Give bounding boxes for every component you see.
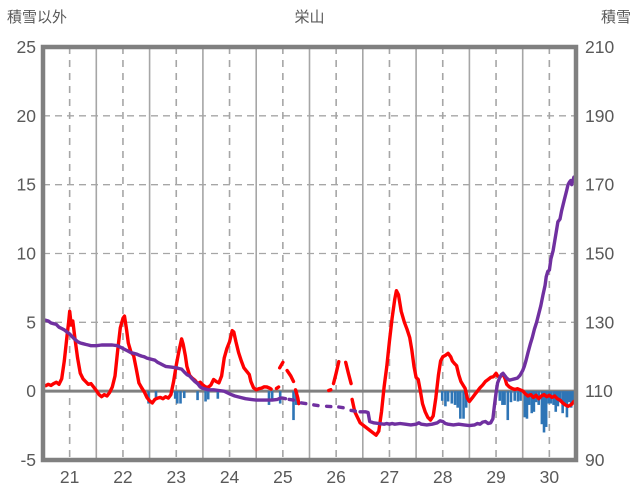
precip-bar [182,391,186,399]
precip-bar [462,391,465,419]
red-line-series [41,289,578,437]
precip-bar [440,391,444,401]
precip-bar [459,391,462,419]
red-line-segment [350,289,578,437]
plot-frame [40,44,579,463]
purple-line-segment [41,317,288,402]
x-axis-tick: 26 [326,467,345,487]
precip-bar [532,391,536,412]
precip-bar [292,391,295,421]
precip-bar [544,391,548,427]
red-line-segment [327,388,333,393]
right-axis-tick: 110 [585,381,613,401]
precip-bar [176,391,179,404]
precip-bar [204,391,207,402]
purple-line-segment [358,175,578,428]
precip-bar [501,391,504,405]
right-axis-tick: 150 [585,244,614,264]
precip-bar [525,391,529,419]
precip-bar [563,391,567,404]
x-axis-tick: 29 [486,467,505,487]
left-axis-tick: 5 [26,312,36,332]
purple-line-segment [287,397,296,402]
precip-bar [567,391,571,403]
precip-bar [519,391,522,401]
precip-bar [173,391,177,399]
purple-line-segment [312,403,320,408]
precip-bar [509,391,513,403]
right-axis-tick: 90 [585,450,605,470]
purple-line-segment [337,405,345,410]
left-axis-title: 積雪以外 [7,9,68,26]
x-axis-tick: 30 [540,467,560,487]
red-line-segment [41,309,273,405]
left-axis-tick: 25 [17,37,36,57]
left-axis-tick: 10 [17,244,37,264]
precip-bar [453,391,457,405]
left-axis-tick: 0 [26,381,36,401]
chart-title: 栄山 [294,9,325,26]
left-axis-tick: 15 [17,175,36,195]
right-axis-title: 積雪 [600,9,631,26]
precip-bar [554,391,558,412]
precip-bar [530,391,534,414]
left-axis-tick: -5 [20,450,36,470]
precip-bar [498,391,502,401]
x-axis-tick: 24 [220,467,240,487]
precip-bar [270,391,274,402]
left-axis-tick: 20 [17,106,37,126]
precip-bar [456,391,459,408]
precip-bar [572,391,575,404]
right-axis-tick: 210 [585,37,614,57]
precip-bar [527,391,531,405]
right-axis-tick: 130 [585,312,614,332]
precip-bar [446,391,450,402]
precip-bar [569,391,573,408]
precip-bar [267,391,271,405]
x-axis-tick: 22 [113,467,132,487]
precip-bar [542,391,546,433]
precip-bar [216,391,220,399]
x-axis-tick: 28 [433,467,452,487]
x-axis-tick: 25 [273,467,292,487]
red-line-segment [331,359,341,386]
precip-bar [513,391,517,401]
precip-bar [206,391,210,400]
x-axis-tick: 27 [380,467,399,487]
precip-bar [179,391,182,404]
precip-bar [450,391,454,404]
x-axis-tick: 21 [60,467,79,487]
red-line-segment [274,385,281,391]
precip-bar [540,391,544,425]
precip-bar [558,391,562,403]
purple-line-series [41,175,578,428]
red-line-segment [278,360,285,370]
right-axis-tick: 190 [585,106,614,126]
precip-bar [196,391,199,401]
purple-line-segment [349,408,357,413]
red-line-segment [285,368,296,384]
plot-border [40,44,579,463]
precip-bar [154,391,158,399]
precip-bar [503,391,506,405]
axis-tick-labels: 25 20 15 10 5 0 -5 210 190 170 150 130 110 90 21 22 23 24… [17,37,615,487]
right-axis-tick: 170 [585,175,614,195]
purple-line-segment [299,401,308,406]
precip-bar [523,391,527,418]
precip-bar [516,391,520,402]
red-line-segment [344,360,353,386]
precip-bar [506,391,510,421]
precip-bar [444,391,447,407]
x-axis-tick: 23 [167,467,186,487]
red-line-segment [293,388,301,406]
